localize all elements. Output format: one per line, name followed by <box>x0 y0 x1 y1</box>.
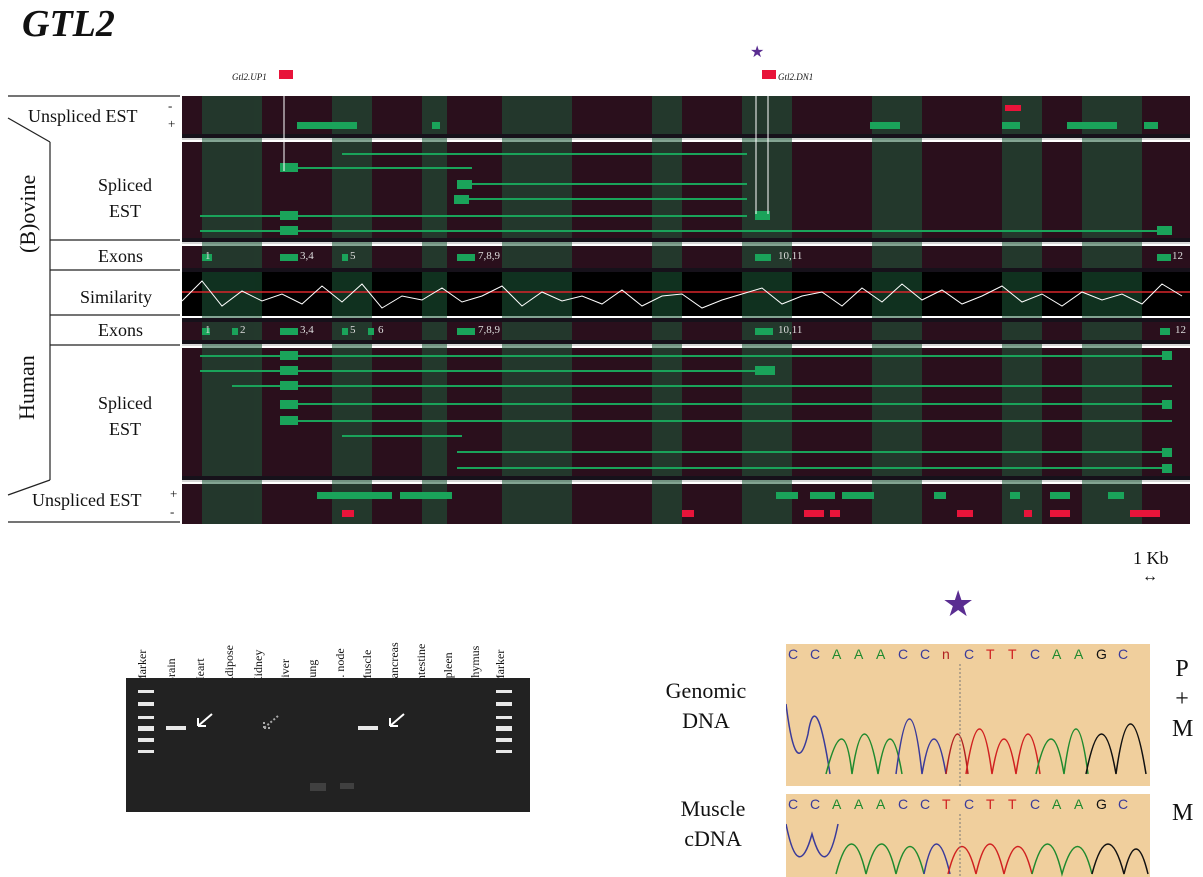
exon-num-b-34: 3,4 <box>300 250 314 262</box>
genomic-bases: C C A A A C C n C T T C A A G C <box>788 646 1148 662</box>
base: C <box>898 646 909 662</box>
base: C <box>788 646 799 662</box>
spliced-b-line1: Spliced <box>98 175 152 195</box>
base: C <box>920 646 931 662</box>
cdna-line1: Muscle <box>680 796 746 821</box>
base: A <box>832 796 842 812</box>
base: A <box>854 796 864 812</box>
base: A <box>832 646 842 662</box>
cdna-bases: C C A A A C C T C T T C A A G C <box>788 796 1148 812</box>
base: C <box>788 796 799 812</box>
gel-image <box>126 678 530 812</box>
track-brackets <box>7 95 180 523</box>
base: n <box>942 646 950 662</box>
base: C <box>1118 796 1129 812</box>
base: A <box>1052 646 1062 662</box>
base: A <box>1074 646 1084 662</box>
browser-tracks-graphic <box>182 96 1190 524</box>
cdna-trace <box>786 814 1149 877</box>
double-arrow-icon: ↔ <box>1142 568 1158 585</box>
p-label: P <box>1175 656 1189 682</box>
primer-dn-label: Gtl2.DN1 <box>778 72 814 82</box>
base: G <box>1096 796 1107 812</box>
track-label-unspliced-bottom: Unspliced EST <box>32 490 142 510</box>
spliced-h-line1: Spliced <box>98 393 152 413</box>
star-icon: ★ <box>750 44 765 61</box>
spliced-h-line2: EST <box>108 419 141 439</box>
base: C <box>810 646 821 662</box>
muscle-cdna-label: Muscle cDNA <box>668 794 758 854</box>
strand-plus-bottom: + <box>170 486 178 501</box>
track-label-unspliced-top: Unspliced EST <box>28 106 138 126</box>
base: A <box>876 646 886 662</box>
base: C <box>964 796 975 812</box>
base: T <box>1008 796 1017 812</box>
primer-dn-flag-icon <box>762 70 776 79</box>
figure-title: GTL2 <box>22 3 115 45</box>
strand-minus-bottom: - <box>170 504 175 519</box>
exon-num-h-12: 12 <box>1175 324 1186 336</box>
exon-num-h-6: 6 <box>378 324 384 336</box>
exon-num-h-2: 2 <box>240 324 246 336</box>
base: G <box>1096 646 1107 662</box>
base: T <box>986 646 995 662</box>
cdna-line2: cDNA <box>684 826 742 851</box>
base: C <box>810 796 821 812</box>
spliced-b-line2: EST <box>108 201 141 221</box>
strand-plus-top: + <box>168 116 176 131</box>
base: C <box>964 646 975 662</box>
genomic-line1: Genomic <box>665 678 747 703</box>
strand-minus-top: - <box>168 98 173 113</box>
track-label-exons-human: Exons <box>98 320 143 340</box>
primer-up-label: Gtl2.UP1 <box>232 72 267 82</box>
exon-num-h-789: 7,8,9 <box>478 324 500 336</box>
base: A <box>1074 796 1084 812</box>
exon-num-h-1: 1 <box>205 324 211 336</box>
base: A <box>876 796 886 812</box>
track-label-exons-bovine: Exons <box>98 246 143 266</box>
exon-num-b-5: 5 <box>350 250 356 262</box>
genomic-dna-label: Genomic DNA <box>656 676 756 736</box>
exon-num-b-789: 7,8,9 <box>478 250 500 262</box>
exon-num-b-1011: 10,11 <box>778 250 803 262</box>
genomic-line2: DNA <box>682 708 730 733</box>
base: C <box>1030 646 1041 662</box>
base: T <box>942 796 951 812</box>
base: A <box>854 646 864 662</box>
base: T <box>986 796 995 812</box>
exon-num-h-1011: 10,11 <box>778 324 803 336</box>
exon-num-h-5: 5 <box>350 324 356 336</box>
base: C <box>898 796 909 812</box>
track-label-spliced-human: Spliced EST <box>80 390 170 442</box>
m-label: M <box>1172 716 1194 742</box>
track-label-similarity: Similarity <box>80 287 152 307</box>
exon-num-b-1: 1 <box>205 250 211 262</box>
base: C <box>1030 796 1041 812</box>
primer-up-flag-icon <box>279 70 293 79</box>
track-label-spliced-bovine: Spliced EST <box>80 172 170 224</box>
plus-label: + <box>1175 686 1189 712</box>
scale-bar-label: 1 Kb <box>1133 548 1169 568</box>
base: C <box>920 796 931 812</box>
genomic-trace <box>786 664 1147 786</box>
star-marker-icon: ★ <box>942 584 975 624</box>
base: A <box>1052 796 1062 812</box>
exon-num-b-12: 12 <box>1172 250 1183 262</box>
base: T <box>1008 646 1017 662</box>
parent-label-cdna: M <box>1172 800 1194 826</box>
base: C <box>1118 646 1129 662</box>
parent-labels-genomic: P + M <box>1172 654 1194 744</box>
exon-num-h-34: 3,4 <box>300 324 314 336</box>
